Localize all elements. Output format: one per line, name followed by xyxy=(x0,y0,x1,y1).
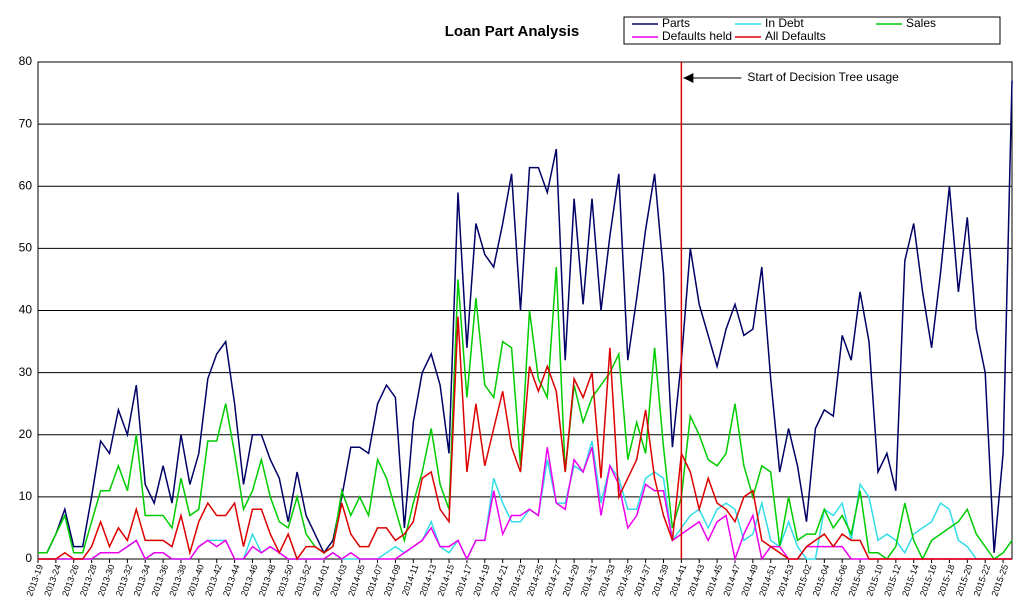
series-line xyxy=(38,80,1013,555)
series-line xyxy=(38,266,1013,561)
y-tick-label: 20 xyxy=(19,427,33,441)
y-tick-label: 60 xyxy=(19,178,33,192)
y-tick-label: 40 xyxy=(19,303,33,317)
legend-label: Parts xyxy=(662,16,690,30)
series-line xyxy=(38,446,1012,562)
y-tick-label: 10 xyxy=(19,489,33,503)
y-tick-label: 50 xyxy=(19,241,33,255)
y-tick-label: 70 xyxy=(19,116,33,130)
y-tick-label: 0 xyxy=(25,551,32,565)
legend-label: Defaults held xyxy=(662,29,732,43)
marker-label: Start of Decision Tree usage xyxy=(747,70,899,84)
chart-title: Loan Part Analysis xyxy=(445,23,580,40)
marker-arrowhead xyxy=(683,73,694,83)
x-tick-label: 2014-11 xyxy=(400,563,420,597)
legend-label: Sales xyxy=(906,16,936,30)
series-line xyxy=(38,440,1012,561)
y-tick-label: 80 xyxy=(19,54,33,68)
legend-box xyxy=(623,16,1001,45)
series-line xyxy=(38,316,1012,561)
legend-label: In Debt xyxy=(765,16,804,30)
legend-label: All Defaults xyxy=(765,29,826,43)
y-tick-label: 30 xyxy=(19,365,33,379)
x-tick-label: 2015-25 xyxy=(989,563,1010,597)
